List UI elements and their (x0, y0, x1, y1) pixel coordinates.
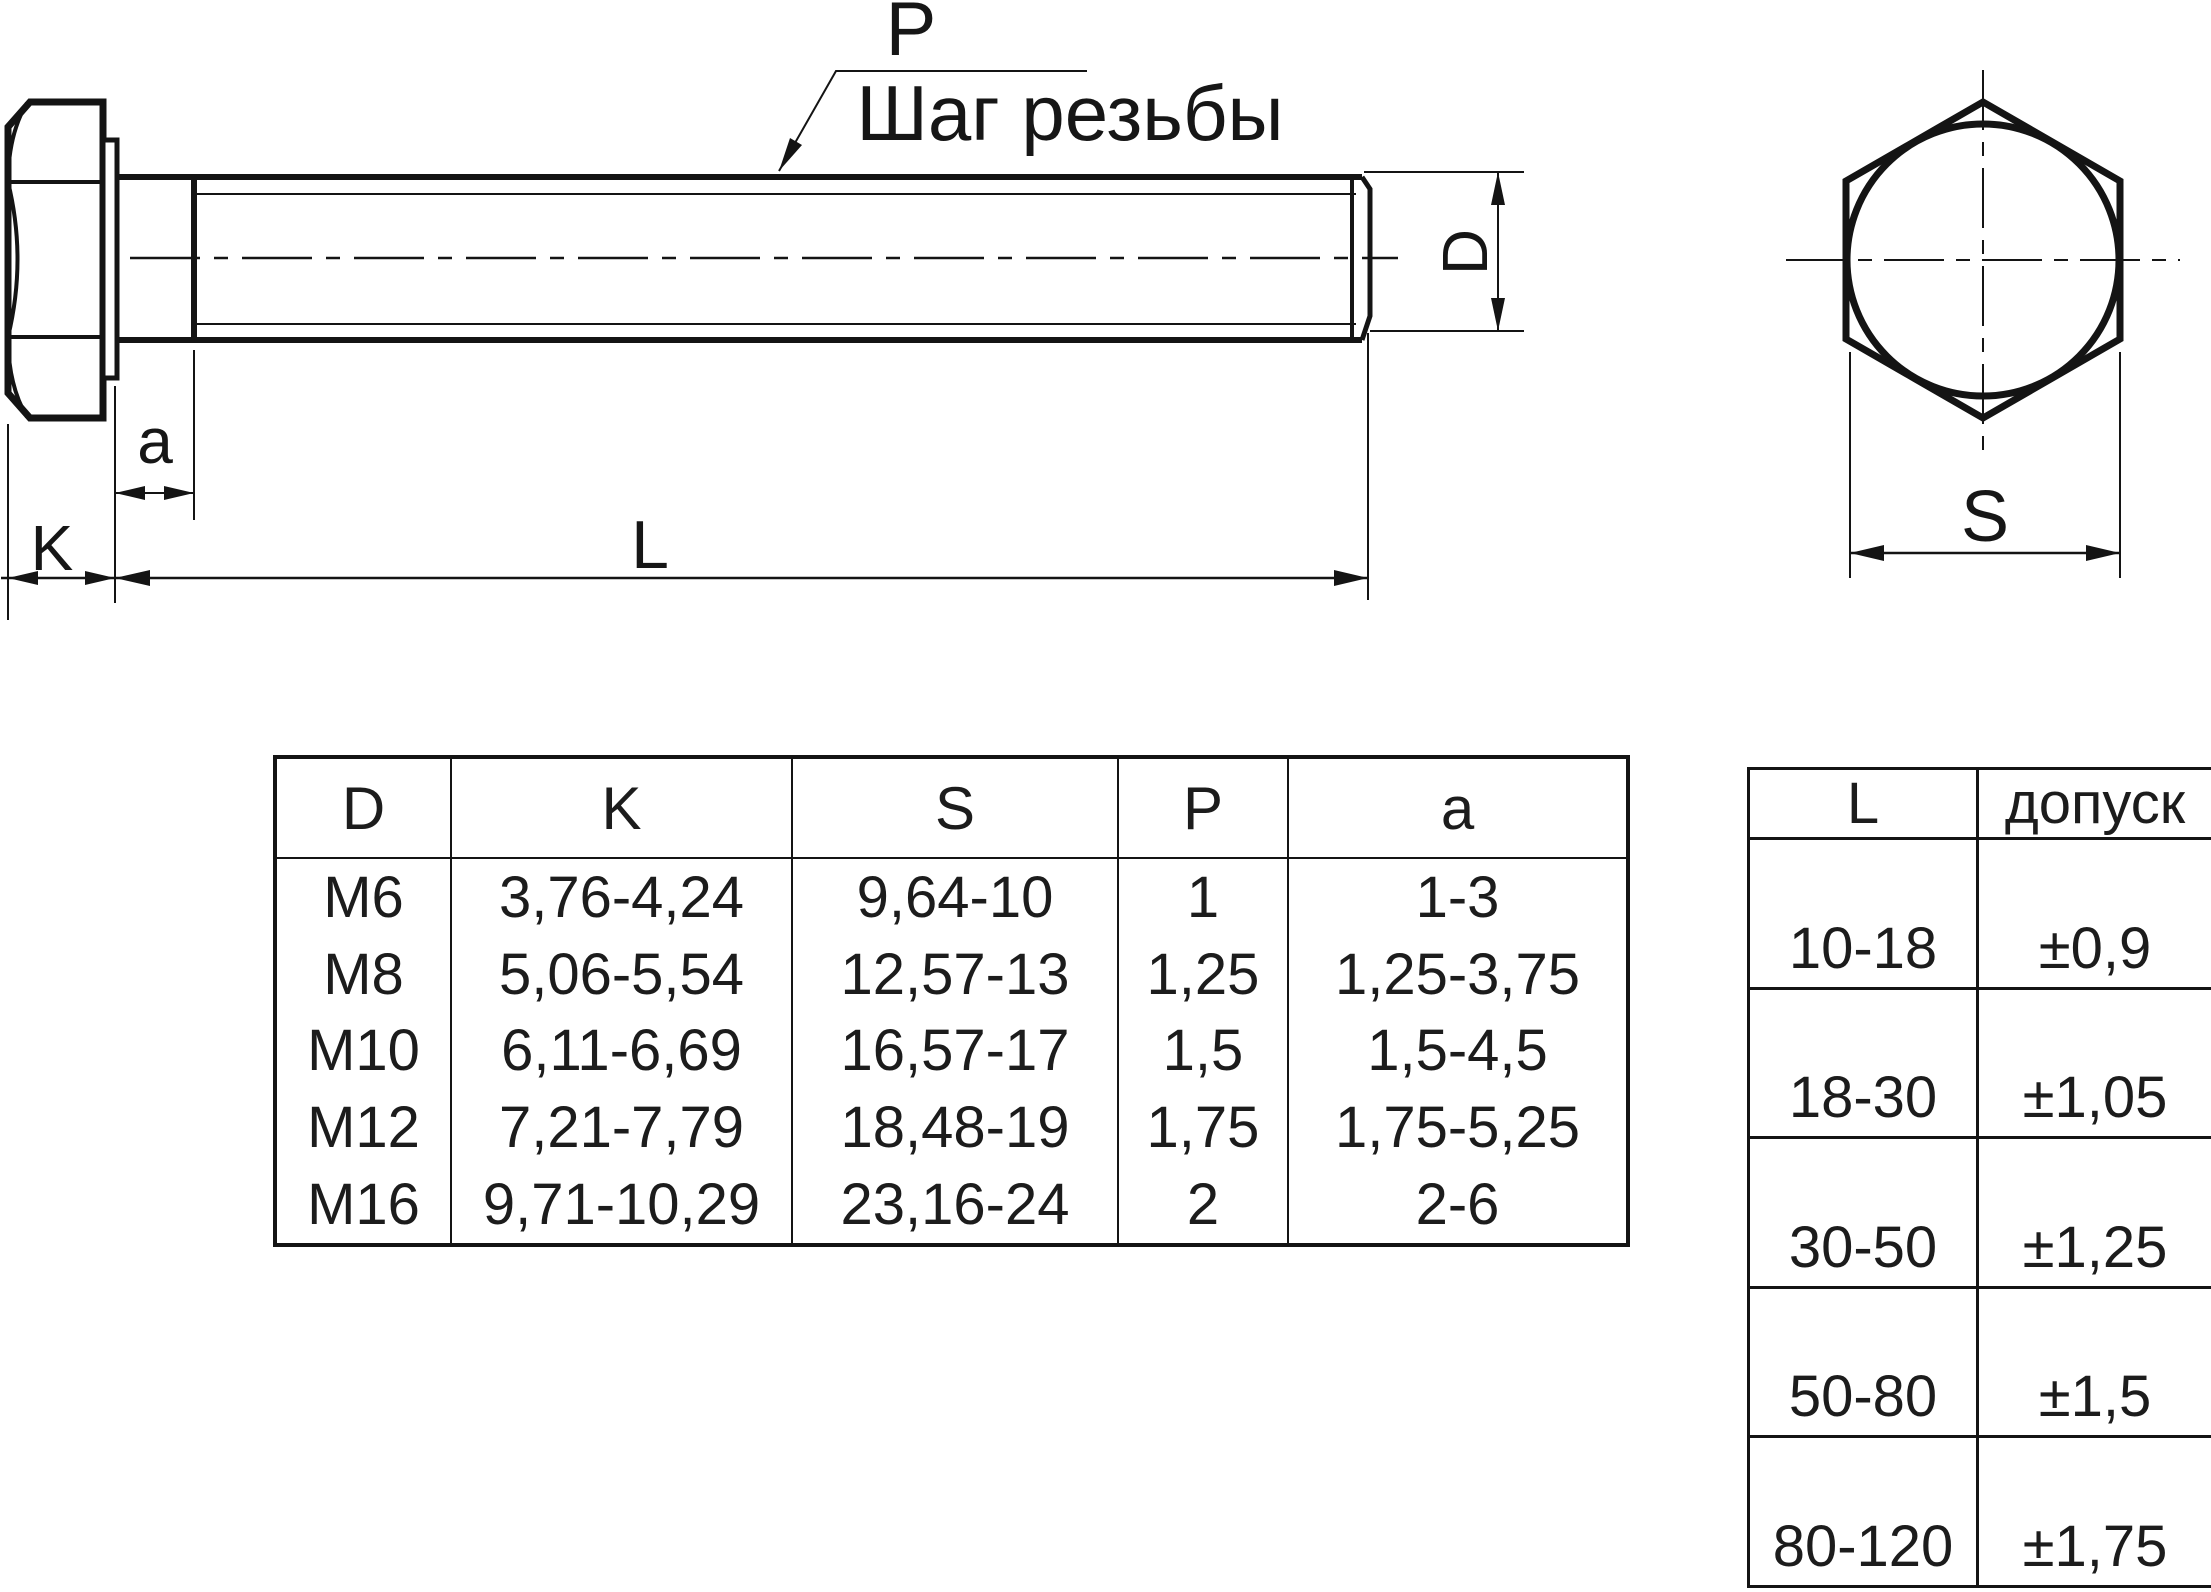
table-cell: M12 (277, 1089, 452, 1167)
table-cell: 1,75-5,25 (1334, 1095, 1581, 1161)
pitch-leader: P Шаг резьбы (778, 0, 1284, 172)
table-cell: 2 (1119, 1166, 1289, 1243)
dimension-a: a (114, 350, 195, 603)
table-cell: 3,76-4,24 (452, 859, 793, 936)
table-cell: 50-80 (1750, 1288, 1979, 1439)
table-cell: 5,06-5,54 (452, 935, 793, 1013)
dimension-k-label: K (31, 512, 74, 584)
table-cell: 9,64-10 (793, 859, 1119, 936)
bolt-technical-drawing: P Шаг резьбы a K L D (1, 0, 2180, 620)
bolt-end-profile (1359, 175, 1373, 341)
table-cell: 80-120 (1750, 1438, 1979, 1588)
table-cell: 12,57-13 (793, 935, 1119, 1013)
table-cell: 9,71-10,29 (452, 1166, 793, 1243)
table-cell: ±1,75 (1979, 1438, 2211, 1588)
table-cell: 7,21-7,79 (452, 1089, 793, 1167)
column-header: D (277, 759, 452, 857)
bolt-head-chamfer-arc-bottom (6, 340, 29, 419)
pitch-text-label: Шаг резьбы (856, 69, 1283, 157)
hex-end-view (1786, 70, 2180, 450)
table-cell: 1,75 (1119, 1089, 1289, 1167)
bolt-side-view (4, 98, 1398, 422)
column-header: L (1750, 770, 1979, 840)
table-cell: ±0,9 (1979, 840, 2211, 990)
table-cell: 1,5-4,5 (1367, 1018, 1548, 1084)
table-cell: M8 (277, 935, 452, 1013)
bolt-dimensions-table-body: M6 3,76-4,24 9,64-10 1 1-3 M8 5,06-5,54 12,57-1… (277, 859, 1626, 1243)
table-cell: 23,16-24 (793, 1166, 1119, 1243)
table-cell: 1,25 (1119, 935, 1289, 1013)
length-tolerance-table-body: 10-18 ±0,9 18-30 ±1,05 30-50 ±1,25 50-80 ±1,5 80… (1750, 840, 2211, 1588)
dimension-d: D (1364, 171, 1524, 332)
table-cell: ±1,25 (1979, 1139, 2211, 1289)
table-cell: 1-3 (1415, 864, 1500, 930)
column-header: S (793, 759, 1119, 857)
leader-arrowhead-icon (779, 138, 802, 171)
column-header: допуск (1979, 770, 2211, 840)
dimension-d-label: D (1429, 229, 1501, 275)
table-cell: 1,25-3,75 (1334, 941, 1581, 1007)
column-header: P (1119, 759, 1289, 857)
dimension-a-label: a (137, 405, 173, 477)
table-cell: 6,11-6,69 (452, 1012, 793, 1090)
column-header: a (1440, 774, 1475, 842)
table-cell: 16,57-17 (793, 1012, 1119, 1090)
dimension-s: S (1849, 352, 2121, 578)
dimension-l-label: L (631, 507, 669, 583)
table-cell: 1,5 (1119, 1012, 1289, 1090)
table-cell: ±1,05 (1979, 990, 2211, 1140)
washer-face (100, 137, 120, 381)
table-cell: ±1,5 (1979, 1289, 2211, 1439)
bolt-head-outline (4, 98, 107, 422)
dimension-l: L (115, 333, 1369, 600)
table-cell: 30-50 (1750, 1139, 1979, 1289)
table-cell: 10-18 (1750, 840, 1979, 990)
dimension-k: K (1, 424, 115, 620)
table-cell: M6 (277, 859, 452, 936)
pitch-symbol-label: P (886, 0, 937, 72)
bolt-head-chamfer-arc-top (6, 101, 29, 180)
table-cell: M10 (277, 1012, 452, 1090)
table-cell: M16 (277, 1166, 452, 1243)
table-cell: 18-30 (1750, 989, 1979, 1140)
bolt-head-chamfer-arc-middle (6, 181, 20, 338)
dimension-s-label: S (1961, 477, 2009, 557)
table-cell: 2-6 (1415, 1172, 1500, 1238)
column-header: K (452, 759, 793, 857)
table-cell: 18,48-19 (793, 1089, 1119, 1167)
table-cell: 1 (1119, 859, 1289, 936)
